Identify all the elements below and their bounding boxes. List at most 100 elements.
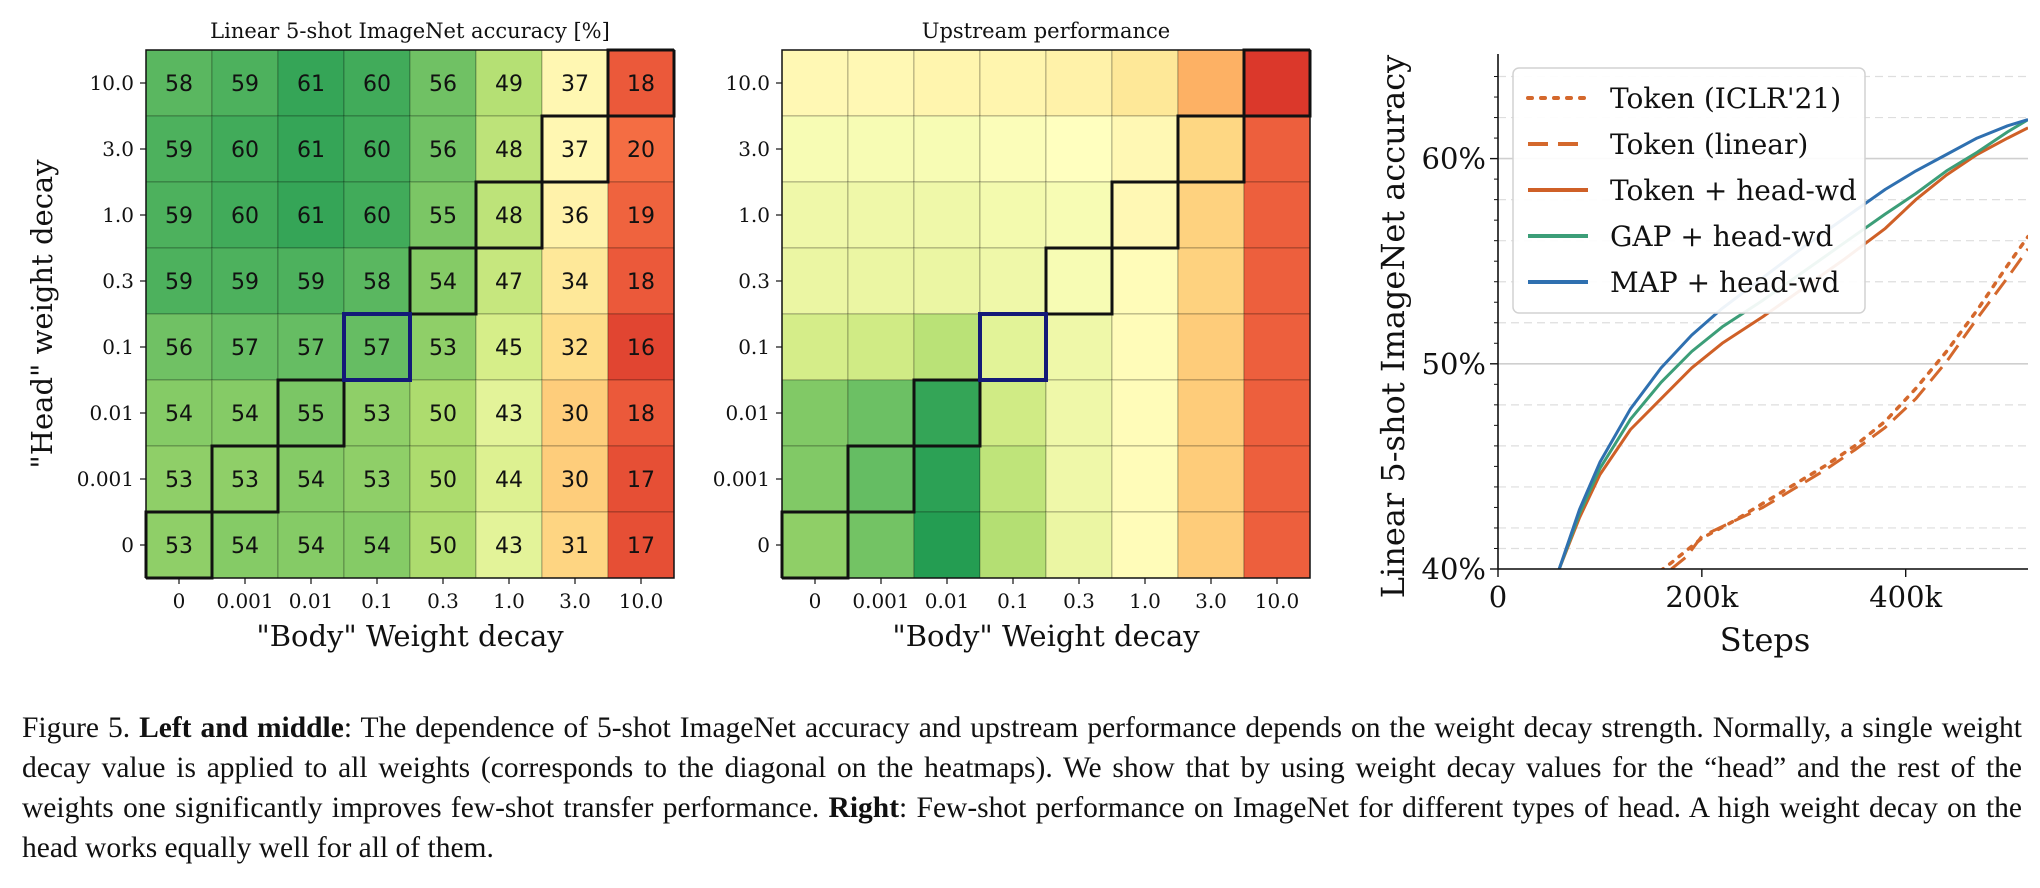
cell-value-label: 17 <box>627 468 655 493</box>
cell-value-label: 57 <box>297 336 325 361</box>
highlight-cell <box>342 312 412 382</box>
cell-value-label: 53 <box>231 468 259 493</box>
cell-value-label: 61 <box>297 204 325 229</box>
legend: Token (ICLR'21) Token (linear) Token + hea… <box>1512 67 1866 314</box>
cell-value-label: 45 <box>495 336 523 361</box>
heatmap-cell <box>343 247 411 315</box>
heatmap-cell <box>1045 181 1113 249</box>
cell-value-label: 50 <box>429 402 457 427</box>
cell-value-label: 48 <box>495 204 523 229</box>
x-tick-label: 1.0 <box>493 589 525 613</box>
heatmap-cell <box>1177 181 1245 249</box>
y-tick-label: 10.0 <box>725 71 770 95</box>
heatmap-cell <box>409 511 477 579</box>
heatmap-cell <box>979 445 1047 513</box>
cell-value-label: 47 <box>495 270 523 295</box>
cell-value-label: 18 <box>627 402 655 427</box>
heatmap-cell <box>343 181 411 249</box>
heatmap-cell <box>1243 379 1311 447</box>
heatmap-cell <box>1111 511 1179 579</box>
heatmap-title: Linear 5-shot ImageNet accuracy [%] <box>210 19 610 43</box>
cell-value-label: 53 <box>165 468 193 493</box>
legend-label: Token (linear) <box>1610 128 1808 161</box>
y-tick-label: 1.0 <box>102 203 134 227</box>
heatmap-cell <box>607 445 675 513</box>
cell-value-label: 59 <box>165 204 193 229</box>
heatmap-cell <box>1045 49 1113 117</box>
y-tick-label: 0.01 <box>89 401 134 425</box>
heatmap-cell <box>409 445 477 513</box>
heatmap-cell <box>1243 313 1311 381</box>
heatmap-cell <box>847 181 915 249</box>
heatmap-cell <box>979 313 1047 381</box>
heatmap-cell <box>343 313 411 381</box>
caption-part2-bold: Right <box>828 792 900 824</box>
x-tick-label: 3.0 <box>559 589 591 613</box>
cell-value-label: 17 <box>627 534 655 559</box>
cell-value-label: 54 <box>363 534 391 559</box>
heatmap-cell <box>781 247 849 315</box>
cell-value-label: 19 <box>627 204 655 229</box>
cell-value-label: 44 <box>495 468 523 493</box>
cell-value-label: 57 <box>231 336 259 361</box>
heatmap-cell <box>1111 49 1179 117</box>
heatmap-cell <box>1111 379 1179 447</box>
legend-label: Token + head-wd <box>1610 174 1857 207</box>
heatmap-cell <box>541 247 609 315</box>
y-tick-label: 10.0 <box>89 71 134 95</box>
cell-value-label: 54 <box>165 402 193 427</box>
y-tick-label: 60% <box>1422 142 1486 176</box>
caption-part2-text: : Few-shot performance on ImageNet for d… <box>22 792 2022 864</box>
heatmap-cell <box>277 181 345 249</box>
heatmap-cell <box>1045 313 1113 381</box>
y-tick-label: 1.0 <box>738 203 770 227</box>
cell-value-label: 18 <box>627 270 655 295</box>
heatmap-cell <box>979 379 1047 447</box>
heatmap-cell <box>913 379 981 447</box>
heatmap-upstream: 0 0.001 0.01 0.1 0.3 1.0 3.0 10.0 10.0 3.0 1.0 0.3 0… <box>713 19 1312 653</box>
y-tick-label: 0.1 <box>738 335 770 359</box>
heatmap-cell <box>913 49 981 117</box>
heatmap-cell <box>1243 247 1311 315</box>
heatmap-cell <box>343 115 411 183</box>
heatmap-cell <box>913 511 981 579</box>
heatmap-cell <box>211 49 279 117</box>
y-tick-label: 0 <box>757 533 770 557</box>
heatmap-cell <box>913 313 981 381</box>
cell-value-label: 43 <box>495 534 523 559</box>
cell-value-label: 59 <box>165 270 193 295</box>
heatmap-cell <box>847 511 915 579</box>
heatmap-cell <box>847 115 915 183</box>
cell-value-label: 54 <box>231 402 259 427</box>
heatmap-cell <box>409 247 477 315</box>
x-tick-label: 10.0 <box>619 589 664 613</box>
figure: 58 59 61 60 56 49 37 18 59 60 61 60 56 48 37 20 59 60 61 60… <box>25 19 2028 659</box>
cell-value-label: 61 <box>297 138 325 163</box>
heatmap-cell <box>913 115 981 183</box>
heatmap-cell <box>847 49 915 117</box>
heatmap-cell <box>1243 445 1311 513</box>
cell-value-label: 50 <box>429 468 457 493</box>
heatmap-cell <box>211 445 279 513</box>
cell-value-label: 53 <box>363 402 391 427</box>
heatmap-cell <box>475 313 543 381</box>
y-tick-label: 3.0 <box>738 137 770 161</box>
x-tick-label: 0 <box>173 589 186 613</box>
heatmap-accuracy: 58 59 61 60 56 49 37 18 59 60 61 60 56 48 37 20 59 60 61 60… <box>25 19 676 653</box>
heatmap-cell <box>847 379 915 447</box>
cell-value-label: 61 <box>297 72 325 97</box>
x-tick-label: 0.3 <box>427 589 459 613</box>
cell-value-label: 32 <box>561 336 589 361</box>
cell-value-label: 34 <box>561 270 589 295</box>
cell-value-label: 54 <box>297 534 325 559</box>
cell-value-label: 59 <box>231 270 259 295</box>
caption-part1-bold: Left and middle <box>139 712 344 744</box>
heatmap-cell <box>1177 247 1245 315</box>
cell-value-label: 58 <box>165 72 193 97</box>
heatmap-cell <box>1045 511 1113 579</box>
heatmap-cell <box>1111 313 1179 381</box>
y-tick-label: 0 <box>121 533 134 557</box>
cell-value-label: 60 <box>231 204 259 229</box>
y-tick-label: 40% <box>1422 552 1486 586</box>
heatmap-cell <box>541 313 609 381</box>
